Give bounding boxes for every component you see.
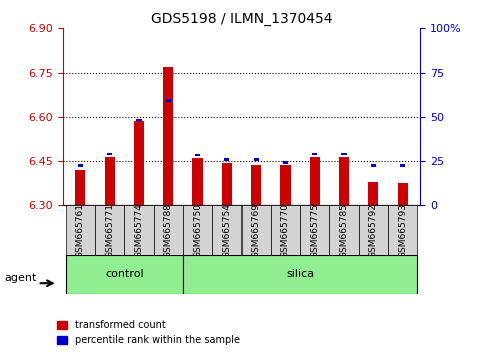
Text: GSM665793: GSM665793 — [398, 202, 407, 258]
Text: GSM665785: GSM665785 — [340, 202, 349, 258]
Bar — [300, 205, 329, 255]
Bar — [341, 153, 347, 155]
Text: GSM665792: GSM665792 — [369, 202, 378, 258]
Bar — [183, 205, 212, 255]
Bar — [75, 170, 85, 205]
Bar — [136, 119, 142, 121]
Bar — [280, 166, 291, 205]
Bar — [359, 205, 388, 255]
Bar — [192, 158, 203, 205]
Bar — [107, 153, 113, 155]
Bar — [95, 205, 124, 255]
Bar — [254, 158, 259, 161]
Text: silica: silica — [286, 269, 314, 279]
Bar — [154, 205, 183, 255]
Bar — [78, 164, 83, 167]
Text: control: control — [105, 269, 143, 279]
Bar — [212, 205, 242, 255]
Bar — [66, 205, 95, 255]
Text: GDS5198 / ILMN_1370454: GDS5198 / ILMN_1370454 — [151, 12, 332, 27]
Bar — [222, 162, 232, 205]
Bar — [329, 205, 359, 255]
Bar — [271, 205, 300, 255]
Bar — [339, 156, 349, 205]
Legend: transformed count, percentile rank within the sample: transformed count, percentile rank withi… — [53, 316, 243, 349]
Text: GSM665775: GSM665775 — [310, 202, 319, 258]
Bar — [283, 161, 288, 164]
Bar — [124, 205, 154, 255]
Text: GSM665761: GSM665761 — [76, 202, 85, 258]
Bar — [368, 182, 379, 205]
Text: GSM665774: GSM665774 — [134, 202, 143, 258]
Text: GSM665769: GSM665769 — [252, 202, 261, 258]
Bar — [66, 255, 183, 294]
Bar — [242, 205, 271, 255]
Bar — [251, 166, 261, 205]
Text: agent: agent — [5, 273, 37, 283]
Bar — [370, 164, 376, 167]
Bar — [310, 156, 320, 205]
Bar — [224, 158, 229, 161]
Bar — [400, 164, 405, 167]
Bar — [183, 255, 417, 294]
Bar — [388, 205, 417, 255]
Bar — [134, 121, 144, 205]
Text: GSM665771: GSM665771 — [105, 202, 114, 258]
Bar — [104, 156, 115, 205]
Text: GSM665750: GSM665750 — [193, 202, 202, 258]
Bar — [195, 154, 200, 156]
Bar — [166, 99, 171, 102]
Text: GSM665788: GSM665788 — [164, 202, 173, 258]
Bar — [398, 183, 408, 205]
Bar — [312, 153, 317, 155]
Bar — [163, 67, 173, 205]
Text: GSM665770: GSM665770 — [281, 202, 290, 258]
Text: GSM665754: GSM665754 — [222, 202, 231, 258]
